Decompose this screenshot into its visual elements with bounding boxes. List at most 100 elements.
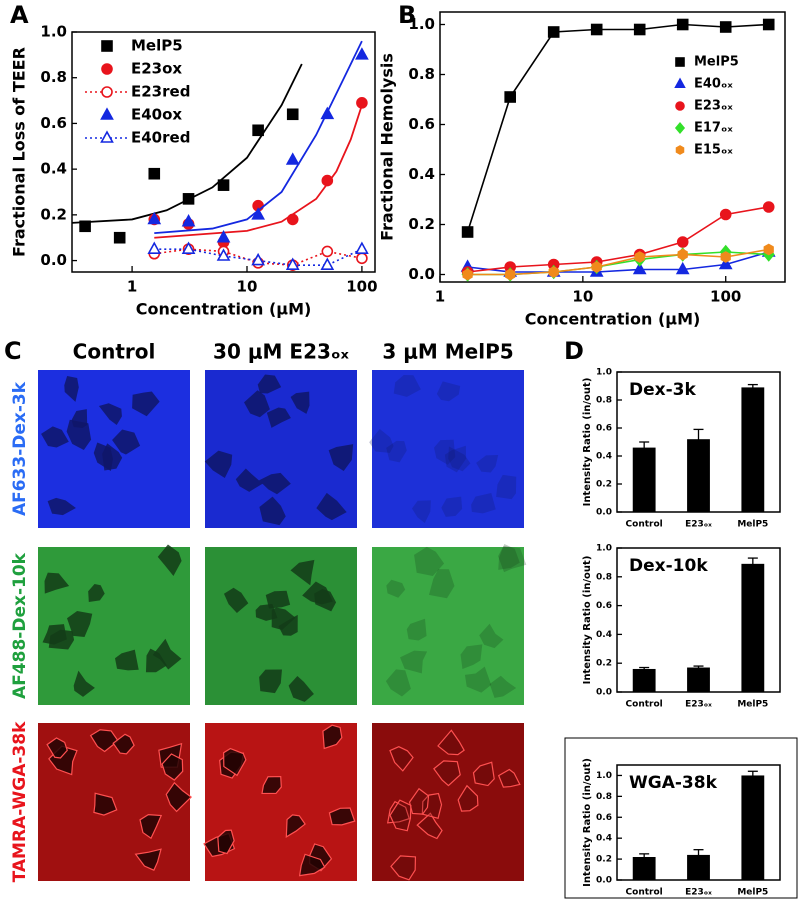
data-point xyxy=(462,268,473,281)
series-line xyxy=(467,251,769,273)
data-point xyxy=(148,167,161,180)
bar xyxy=(741,387,765,512)
x-tick-label: MelP5 xyxy=(737,520,768,530)
cell xyxy=(288,675,314,702)
y-tick-label: 0.2 xyxy=(408,215,435,233)
cell xyxy=(41,426,69,448)
cell xyxy=(89,729,119,753)
row-label: AF488-Dex-10k xyxy=(10,552,30,699)
y-tick-label: 0.4 xyxy=(596,630,612,640)
cell xyxy=(479,623,504,649)
cell xyxy=(389,799,412,832)
chart-title: Dex-10k xyxy=(629,556,708,576)
y-axis-label: Intensity Ratio (in/out) xyxy=(582,556,593,685)
data-point xyxy=(719,208,732,221)
cell xyxy=(112,733,135,755)
legend-label: MelP5 xyxy=(694,55,739,70)
data-point xyxy=(285,257,300,270)
cell xyxy=(139,814,163,840)
cell xyxy=(386,579,406,598)
bar xyxy=(687,439,710,512)
cell xyxy=(476,454,499,473)
cell xyxy=(316,492,347,521)
cell xyxy=(71,409,88,429)
cell xyxy=(48,629,75,650)
cell xyxy=(393,374,421,397)
legend-marker xyxy=(674,77,686,88)
y-tick-label: 0.2 xyxy=(596,480,612,490)
bar xyxy=(632,447,656,512)
data-point xyxy=(675,261,690,275)
data-point xyxy=(720,251,731,263)
y-axis-label: Intensity Ratio (in/out) xyxy=(582,758,593,887)
cell xyxy=(266,407,291,428)
micrograph xyxy=(372,370,524,528)
cell xyxy=(421,792,443,820)
plot-frame xyxy=(439,11,786,283)
cell xyxy=(498,543,520,570)
cell xyxy=(93,442,113,472)
data-point xyxy=(547,26,560,38)
data-point xyxy=(356,97,368,109)
data-point xyxy=(216,230,231,243)
data-point xyxy=(285,152,300,165)
bar xyxy=(632,668,656,692)
cell xyxy=(429,569,455,599)
y-tick-label: 1.0 xyxy=(408,15,435,33)
x-tick-label: E23ₒₓ xyxy=(685,700,712,710)
cell xyxy=(437,729,465,756)
cell xyxy=(223,587,249,614)
chart-title: Dex-3k xyxy=(629,380,696,400)
legend-marker xyxy=(675,101,685,111)
cell xyxy=(64,375,79,402)
panel-label: B xyxy=(398,1,416,29)
bar xyxy=(741,775,765,880)
y-tick-label: 1.0 xyxy=(40,23,67,41)
fit-curve xyxy=(154,40,363,235)
cell xyxy=(444,445,467,473)
legend-label: E40ₒₓ xyxy=(694,77,733,92)
cell xyxy=(433,760,461,787)
y-tick-label: 0.4 xyxy=(596,834,612,844)
x-tick-label: MelP5 xyxy=(737,700,768,710)
y-tick-label: 0.6 xyxy=(408,115,435,133)
column-header: 3 μM MelP5 xyxy=(382,340,513,364)
data-point xyxy=(252,124,264,137)
legend-label: E23ox xyxy=(131,60,182,78)
data-point xyxy=(548,266,559,278)
bar xyxy=(687,667,710,692)
cell xyxy=(47,497,76,516)
x-tick-label: 1 xyxy=(127,278,137,296)
data-point xyxy=(718,256,733,270)
cell xyxy=(322,724,343,750)
y-tick-label: 0.6 xyxy=(596,424,612,434)
cell xyxy=(414,546,445,577)
panel-label: D xyxy=(564,337,584,365)
legend-marker xyxy=(675,57,685,67)
legend-marker xyxy=(101,40,113,52)
cell xyxy=(497,768,521,788)
cell xyxy=(161,753,184,781)
cell xyxy=(145,648,167,673)
row-label: TAMRA-WGA-38k xyxy=(10,721,30,882)
y-tick-label: 1.0 xyxy=(596,368,612,378)
cell xyxy=(408,787,430,815)
data-point xyxy=(355,47,369,60)
data-point xyxy=(286,213,299,226)
cell xyxy=(496,474,517,500)
data-point xyxy=(79,220,91,233)
x-tick-label: 100 xyxy=(710,288,741,306)
cell xyxy=(290,559,315,586)
bar xyxy=(632,857,656,880)
x-tick-label: Control xyxy=(626,888,663,898)
legend-label: E17ₒₓ xyxy=(694,121,733,136)
y-axis-label: Fractional Hemolysis xyxy=(378,53,397,241)
bar xyxy=(741,563,765,692)
data-point xyxy=(147,241,162,254)
x-axis-label: Concentration (μM) xyxy=(525,310,701,329)
data-point xyxy=(216,248,231,261)
legend-marker xyxy=(101,86,113,98)
data-point xyxy=(355,241,369,254)
y-tick-label: 0.8 xyxy=(596,792,612,802)
cell xyxy=(436,381,461,402)
